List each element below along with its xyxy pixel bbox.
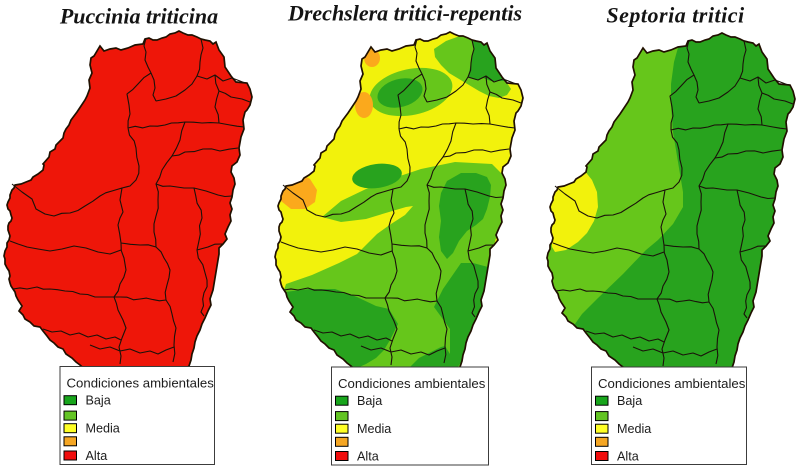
svg-text:Condiciones ambientales: Condiciones ambientales: [598, 376, 746, 391]
svg-text:Condiciones ambientales: Condiciones ambientales: [67, 376, 215, 391]
svg-text:Baja: Baja: [86, 394, 111, 408]
svg-text:Baja: Baja: [357, 394, 382, 408]
svg-text:Drechslera tritici-repentis: Drechslera tritici-repentis: [287, 1, 522, 26]
svg-text:Alta: Alta: [357, 450, 379, 464]
svg-text:Media: Media: [617, 422, 651, 436]
svg-text:Condiciones ambientales: Condiciones ambientales: [338, 376, 486, 391]
svg-text:Media: Media: [86, 422, 120, 436]
svg-text:Alta: Alta: [86, 449, 108, 463]
svg-text:Baja: Baja: [617, 394, 642, 408]
svg-text:Septoria tritici: Septoria tritici: [606, 3, 745, 28]
svg-text:Puccinia triticina: Puccinia triticina: [59, 4, 218, 29]
svg-text:Alta: Alta: [617, 450, 639, 464]
svg-text:Media: Media: [357, 422, 391, 436]
